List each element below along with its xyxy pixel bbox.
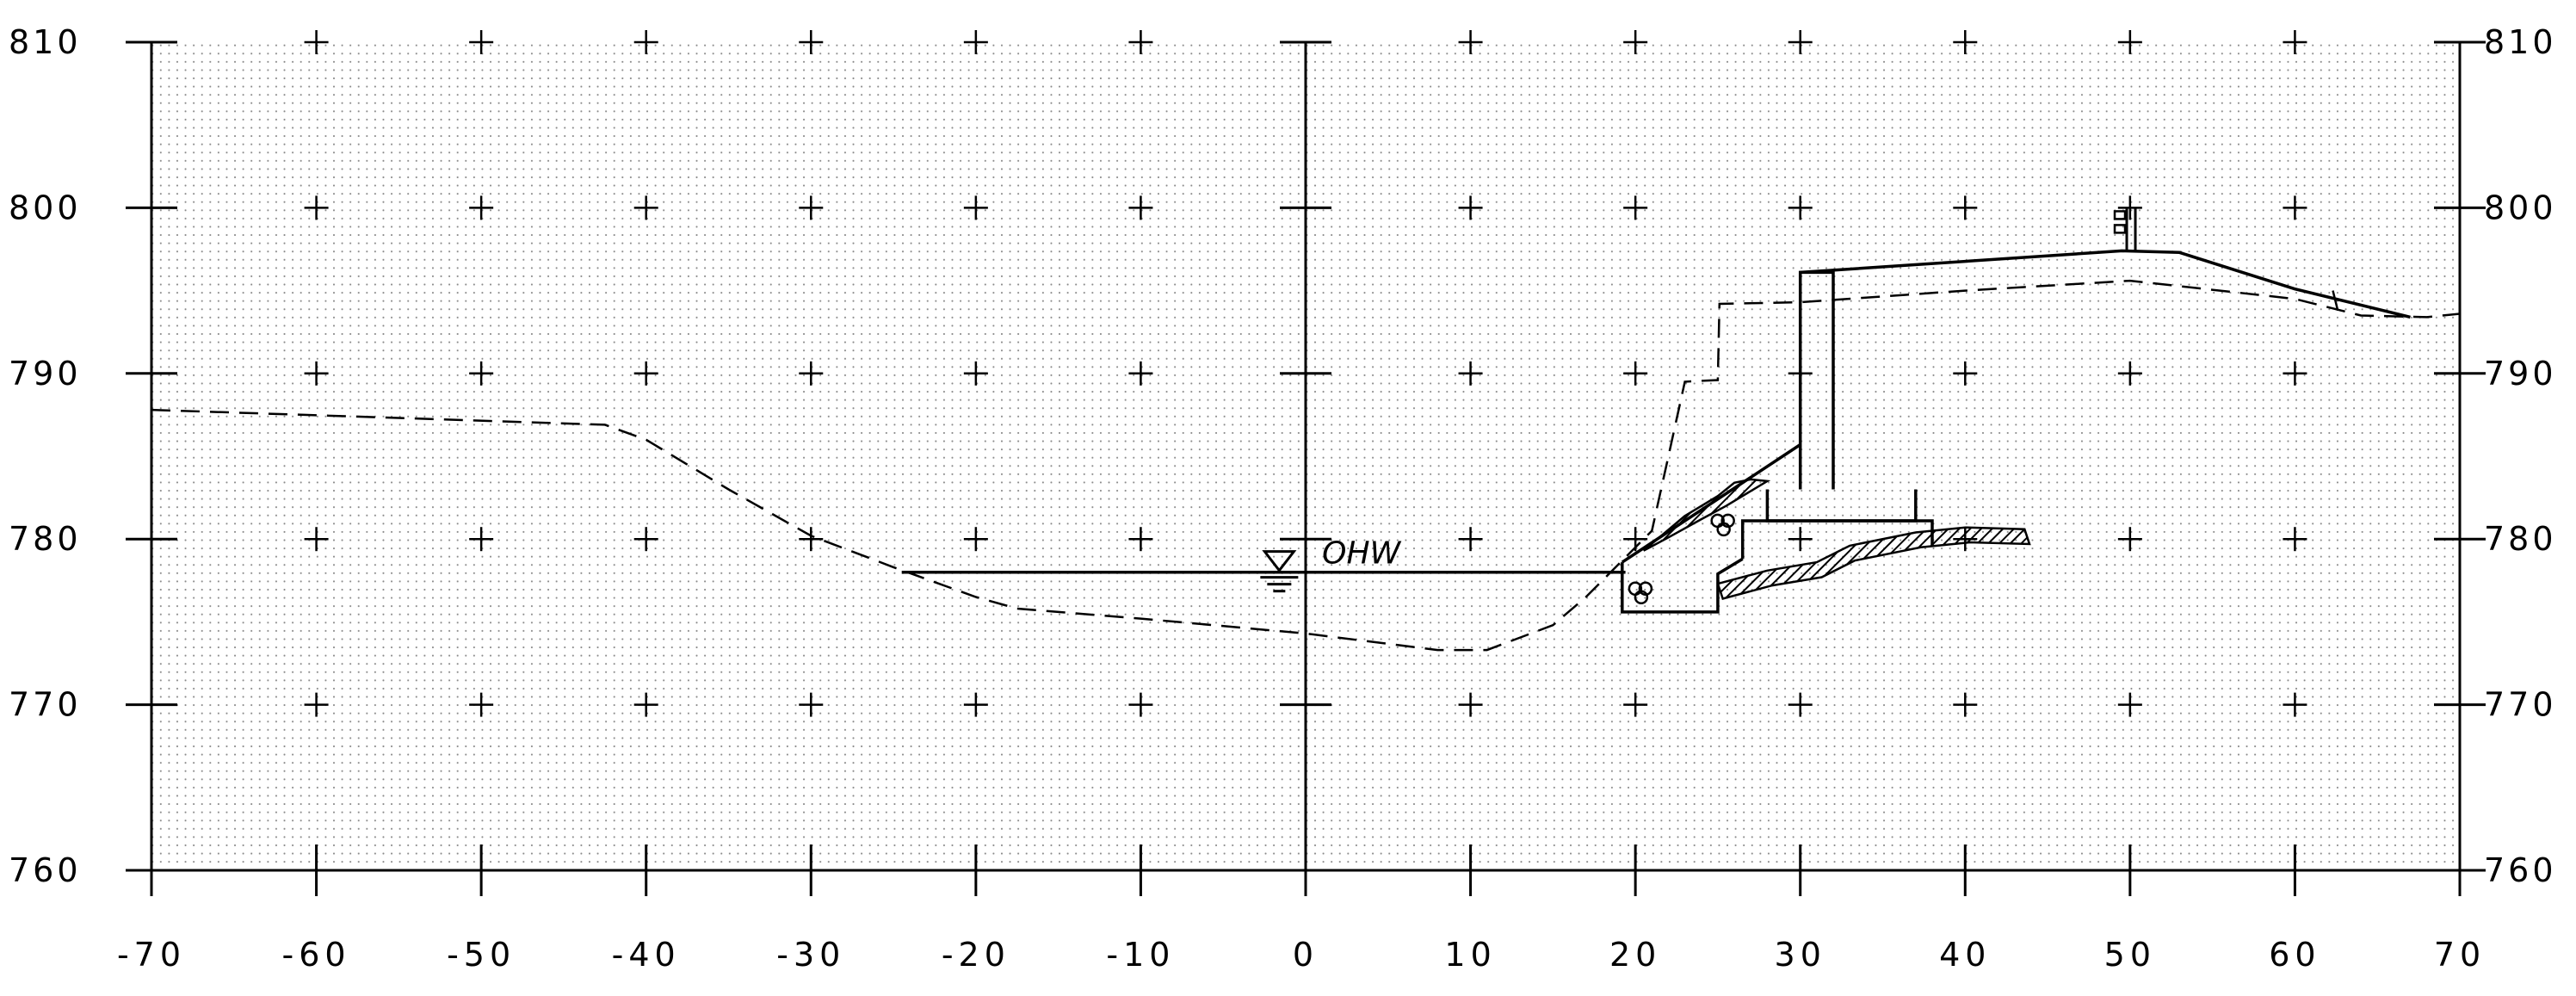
- axes-layer: [126, 40, 2486, 896]
- x-tick-label: -50: [447, 936, 516, 974]
- x-tick-label: -30: [776, 936, 845, 974]
- y-tick-label-right: 770: [2484, 686, 2557, 724]
- rail-post-bracket: [2113, 210, 2127, 220]
- y-tick-label-left: 800: [9, 189, 82, 226]
- grade-break-mark: [2332, 290, 2339, 311]
- existing-ground-line: [151, 279, 2461, 652]
- x-tick-label: 10: [1444, 936, 1496, 974]
- water-level-triangle: [1262, 550, 1297, 573]
- x-tick-label: 30: [1775, 936, 1826, 974]
- riprap-toe-outline: [1621, 557, 1744, 614]
- x-tick-label: 20: [1609, 936, 1661, 974]
- proposed-surface-line: [1800, 249, 2411, 319]
- y-tick-label-left: 760: [9, 851, 82, 889]
- x-tick-label: 70: [2434, 936, 2486, 974]
- y-tick-label-left: 810: [9, 23, 82, 61]
- x-tick-label: 50: [2104, 936, 2156, 974]
- rail-post-bracket: [2113, 224, 2127, 234]
- y-tick-label-right: 810: [2484, 23, 2557, 61]
- y-tick-label-left: 780: [9, 520, 82, 558]
- tick-labels-layer: 810 810 800 800 790 790 780 780 770 770 760 760 -70 -…: [9, 23, 2557, 974]
- y-tick-label-right: 760: [2484, 851, 2557, 889]
- x-tick-label: -10: [1106, 936, 1175, 974]
- y-tick-label-left: 790: [9, 355, 82, 393]
- rock-symbol: [1634, 590, 1649, 605]
- ohw-label: OHW: [1322, 536, 1401, 572]
- y-tick-label-right: 800: [2484, 189, 2557, 226]
- y-tick-label-right: 780: [2484, 520, 2557, 558]
- x-tick-label: -40: [612, 936, 681, 974]
- y-tick-label-right: 790: [2484, 355, 2557, 393]
- x-tick-label: 60: [2269, 936, 2320, 974]
- bedrock-hatch: [1716, 526, 2031, 601]
- retaining-wall-stem: [1798, 270, 1835, 490]
- x-tick-label: -60: [282, 936, 351, 974]
- rock-symbol: [1716, 522, 1731, 537]
- x-tick-label: -70: [117, 936, 186, 974]
- x-tick-label: 0: [1293, 936, 1319, 974]
- grid-crosses-layer: [304, 30, 2307, 717]
- y-tick-label-left: 770: [9, 686, 82, 724]
- riprap-hatch: [1642, 478, 1771, 552]
- x-tick-label: -20: [942, 936, 1010, 974]
- section-lines-layer: [151, 207, 2461, 652]
- annotations-layer: OHW: [1260, 536, 1402, 593]
- x-tick-label: 40: [1939, 936, 1991, 974]
